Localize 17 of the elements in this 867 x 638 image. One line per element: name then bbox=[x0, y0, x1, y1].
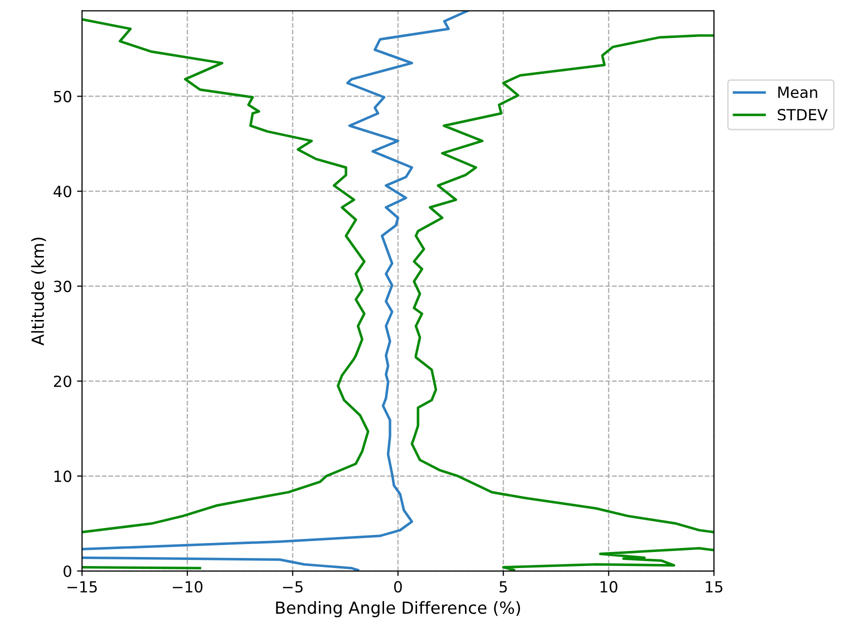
y-tick-label: 40 bbox=[54, 186, 72, 198]
x-tick-label: −5 bbox=[283, 581, 303, 593]
y-tick-label: 10 bbox=[54, 470, 72, 482]
y-tick-label: 50 bbox=[54, 90, 72, 102]
x-tick-label: −10 bbox=[172, 581, 202, 593]
y-tick-label: 30 bbox=[54, 280, 72, 292]
y-tick-label: 20 bbox=[54, 376, 72, 388]
x-axis-title: Bending Angle Difference (%) bbox=[276, 601, 520, 618]
x-tick-label: 10 bbox=[600, 581, 618, 593]
x-tick-label: 15 bbox=[706, 581, 722, 593]
y-tick-label: 0 bbox=[64, 565, 72, 578]
x-tick-label: 5 bbox=[500, 581, 507, 593]
y-axis-title: Altitude (km) bbox=[31, 238, 46, 346]
x-tick-label: −15 bbox=[68, 581, 97, 593]
legend-label: STDEV bbox=[778, 108, 828, 120]
x-tick-label: 0 bbox=[394, 581, 402, 593]
legend-label: Mean bbox=[778, 86, 818, 98]
